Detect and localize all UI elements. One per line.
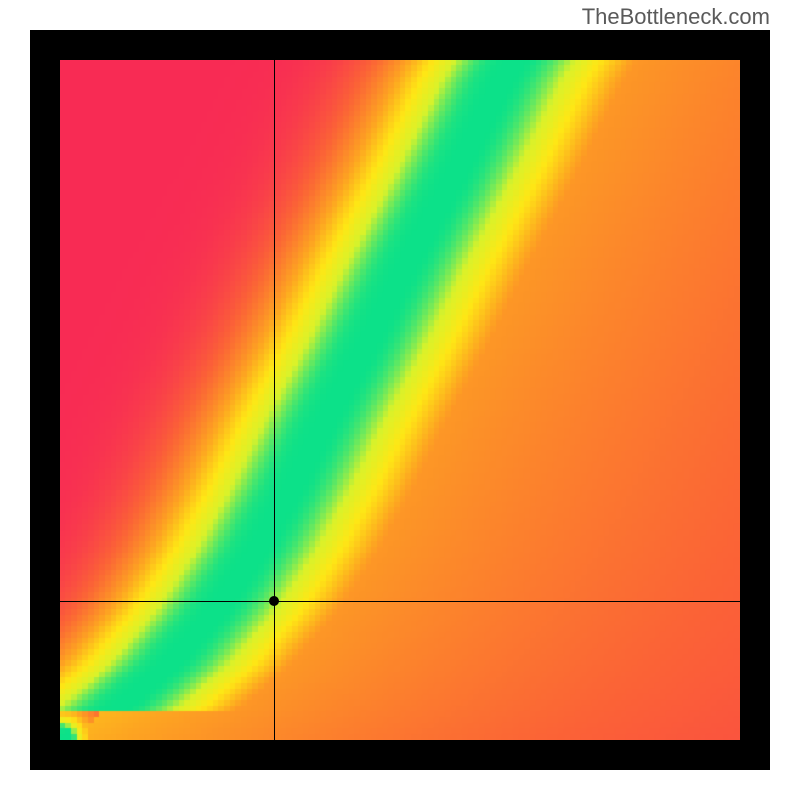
plot-area: [60, 60, 740, 740]
heatmap-canvas: [60, 60, 740, 740]
crosshair-vertical-line: [274, 60, 275, 740]
crosshair-horizontal-line: [60, 601, 740, 602]
plot-border: [30, 30, 770, 770]
crosshair-dot: [269, 596, 279, 606]
watermark-text: TheBottleneck.com: [582, 4, 770, 30]
